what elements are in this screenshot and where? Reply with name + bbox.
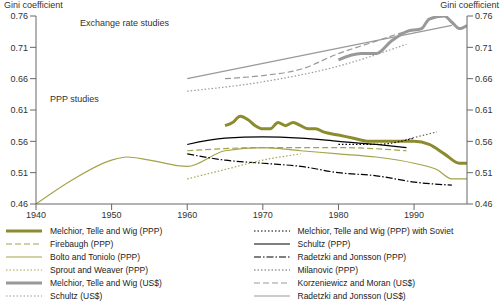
svg-text:0.46: 0.46 — [10, 199, 28, 209]
html-text:Gini coefficient: Gini coefficient — [4, 0, 63, 10]
svg-text:0.76: 0.76 — [475, 11, 493, 21]
html-text:Melchior, Telle and Wig (PPP): Melchior, Telle and Wig (PPP) — [50, 225, 163, 236]
svg-text:1960: 1960 — [177, 210, 197, 220]
html-text:Gini coefficient: Gini coefficient — [440, 0, 499, 10]
html-text:Exchange rate studies: Exchange rate studies — [80, 18, 170, 28]
html-text:Melchior, Telle and Wig (US$): Melchior, Telle and Wig (US$) — [50, 277, 162, 288]
svg-text:1970: 1970 — [253, 210, 273, 220]
html-text:Bolto and Toniolo (PPP): Bolto and Toniolo (PPP) — [50, 251, 141, 262]
svg-text:0.56: 0.56 — [475, 137, 493, 147]
svg-text:0.56: 0.56 — [10, 137, 28, 147]
html-text:Firebaugh (PPP): Firebaugh (PPP) — [50, 238, 114, 249]
html-text:Radetzki and Jonsson (US$): Radetzki and Jonsson (US$) — [297, 290, 406, 301]
svg-text:0.61: 0.61 — [10, 105, 28, 115]
svg-text:0.46: 0.46 — [475, 199, 493, 209]
html-text:Schultz (US$): Schultz (US$) — [50, 290, 103, 301]
svg-text:1980: 1980 — [328, 210, 348, 220]
svg-text:0.51: 0.51 — [475, 168, 493, 178]
html-text:Radetzki and Jonsson (PPP): Radetzki and Jonsson (PPP) — [297, 251, 407, 262]
html-text:Melchior, Telle and Wig (PPP): Melchior, Telle and Wig (PPP) with Sovie… — [297, 225, 454, 236]
svg-text:0.61: 0.61 — [475, 105, 493, 115]
svg-text:0.76: 0.76 — [10, 11, 28, 21]
svg-text:1940: 1940 — [26, 210, 46, 220]
html-text:Sprout and Weaver (PPP): Sprout and Weaver (PPP) — [50, 264, 149, 275]
html-text:Korzeniewicz and Moran (US$): Korzeniewicz and Moran (US$) — [297, 277, 416, 288]
svg-text:1990: 1990 — [404, 210, 424, 220]
svg-text:1950: 1950 — [102, 210, 122, 220]
svg-text:0.71: 0.71 — [475, 43, 493, 53]
svg-text:0.71: 0.71 — [10, 43, 28, 53]
html-text:Schultz (PPP): Schultz (PPP) — [297, 238, 351, 249]
html-text:Milanovic (PPP): Milanovic (PPP) — [297, 264, 358, 275]
svg-text:0.51: 0.51 — [10, 168, 28, 178]
svg-text:0.66: 0.66 — [10, 74, 28, 84]
html-text:PPP studies: PPP studies — [50, 94, 99, 104]
svg-text:0.66: 0.66 — [475, 74, 493, 84]
